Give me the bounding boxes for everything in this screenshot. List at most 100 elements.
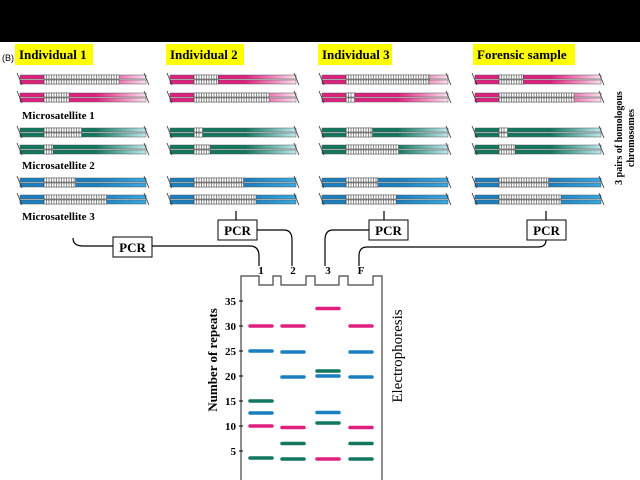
repeat-region <box>43 199 107 205</box>
strand-end <box>318 125 325 139</box>
microsatellite-1-label: Microsatellite 1 <box>22 110 95 122</box>
pcr-label: PCR <box>533 223 560 238</box>
dna-strand <box>169 132 297 138</box>
chromosome-ms2-homolog1 <box>471 125 605 139</box>
individual-title-text: Forensic sample <box>477 47 567 62</box>
chromosome-ms2-homolog2 <box>318 142 452 156</box>
dna-strand <box>169 149 297 155</box>
chromosome-ms2-homolog2 <box>166 142 300 156</box>
strand-end <box>293 192 300 206</box>
dna-strand <box>169 74 297 80</box>
repeat-region <box>498 132 508 138</box>
chromosome-ms3-homolog1 <box>16 175 150 189</box>
strand-end <box>445 72 452 86</box>
dna-strand <box>19 92 147 98</box>
chromosome-ms3-homolog2 <box>471 192 605 206</box>
repeat-region <box>345 97 355 103</box>
strand-end <box>16 72 23 86</box>
dna-strand <box>321 92 449 98</box>
side-label-line1: 3 pairs of homologous <box>614 91 625 185</box>
strand-end <box>598 142 605 156</box>
strand-end <box>16 90 23 104</box>
repeat-region <box>498 74 524 80</box>
y-axis-label: Number of repeats <box>205 308 220 412</box>
repeat-region <box>345 92 355 98</box>
pcr-label: PCR <box>224 223 251 238</box>
chromosome-ms3-homolog1 <box>318 175 452 189</box>
strand-end <box>471 72 478 86</box>
dna-strand <box>169 127 297 133</box>
strand-end <box>166 125 173 139</box>
title-highlight <box>166 44 244 65</box>
strand-end <box>598 175 605 189</box>
strand-end <box>445 142 452 156</box>
pcr-box-1: PCR <box>112 236 153 258</box>
repeat-region <box>345 149 399 155</box>
individual-title-1: Individual 1 <box>15 44 93 65</box>
individual-title-text: Individual 1 <box>19 47 87 62</box>
individual-title-2: Individual 2 <box>166 44 244 65</box>
chromosome-ms1-homolog1 <box>16 72 150 86</box>
strand-end <box>293 175 300 189</box>
strand-end <box>471 142 478 156</box>
dna-strand <box>474 79 602 85</box>
strand-end <box>293 125 300 139</box>
dna-strand <box>474 132 602 138</box>
chromosome-ms1-homolog2 <box>166 90 300 104</box>
strand-end <box>445 125 452 139</box>
strand-end <box>16 125 23 139</box>
y-tick-label: 25 <box>225 346 237 358</box>
lane-label-F: F <box>358 265 365 277</box>
dna-strand <box>321 182 449 188</box>
strand-end <box>166 72 173 86</box>
strand-end <box>471 192 478 206</box>
strand-end <box>293 142 300 156</box>
repeat-region <box>498 79 524 85</box>
strand-end <box>471 175 478 189</box>
gel-outline <box>240 275 383 480</box>
strand-end <box>445 192 452 206</box>
title-highlight <box>318 44 392 65</box>
chromosome-ms2-homolog1 <box>166 125 300 139</box>
repeat-region <box>193 132 203 138</box>
strand-end <box>598 72 605 86</box>
dna-strand <box>19 149 147 155</box>
strand-end <box>16 175 23 189</box>
strand-end <box>143 142 150 156</box>
pcr-box-4: PCR <box>526 219 567 241</box>
strand-end <box>166 142 173 156</box>
pcr-connectors <box>72 211 547 266</box>
strand-end <box>445 90 452 104</box>
individual-title-4: Forensic sample <box>473 44 575 65</box>
connector-2-right <box>256 229 293 266</box>
chromosome-ms1-homolog2 <box>16 90 150 104</box>
lane-label-2: 2 <box>290 265 296 277</box>
y-tick-label: 35 <box>225 296 237 308</box>
strand-end <box>166 175 173 189</box>
chromosome-ms3-homolog2 <box>318 192 452 206</box>
dna-strand <box>19 127 147 133</box>
strand-end <box>318 192 325 206</box>
repeat-region <box>43 194 107 200</box>
chromosome-ms2-homolog1 <box>318 125 452 139</box>
dna-strand <box>19 182 147 188</box>
microsatellite-2-label: Microsatellite 2 <box>22 160 95 172</box>
dna-strand <box>474 149 602 155</box>
microsatellite-3-label: Microsatellite 3 <box>22 211 95 223</box>
lane-label-1: 1 <box>258 265 264 277</box>
chromosome-ms3-homolog2 <box>166 192 300 206</box>
y-tick-label: 5 <box>231 446 237 458</box>
repeat-region <box>498 127 508 133</box>
strand-end <box>143 125 150 139</box>
strand-end <box>143 192 150 206</box>
dna-strand <box>321 97 449 103</box>
pcr-box-2: PCR <box>217 219 258 241</box>
dna-strand <box>474 127 602 133</box>
top-black-bar <box>0 0 640 42</box>
side-label: 3 pairs of homologous chromosomes <box>614 91 637 185</box>
strand-end <box>143 72 150 86</box>
side-label-line2: chromosomes <box>626 109 637 167</box>
individual-title-text: Individual 2 <box>170 47 238 62</box>
connector-3-left <box>324 229 369 266</box>
